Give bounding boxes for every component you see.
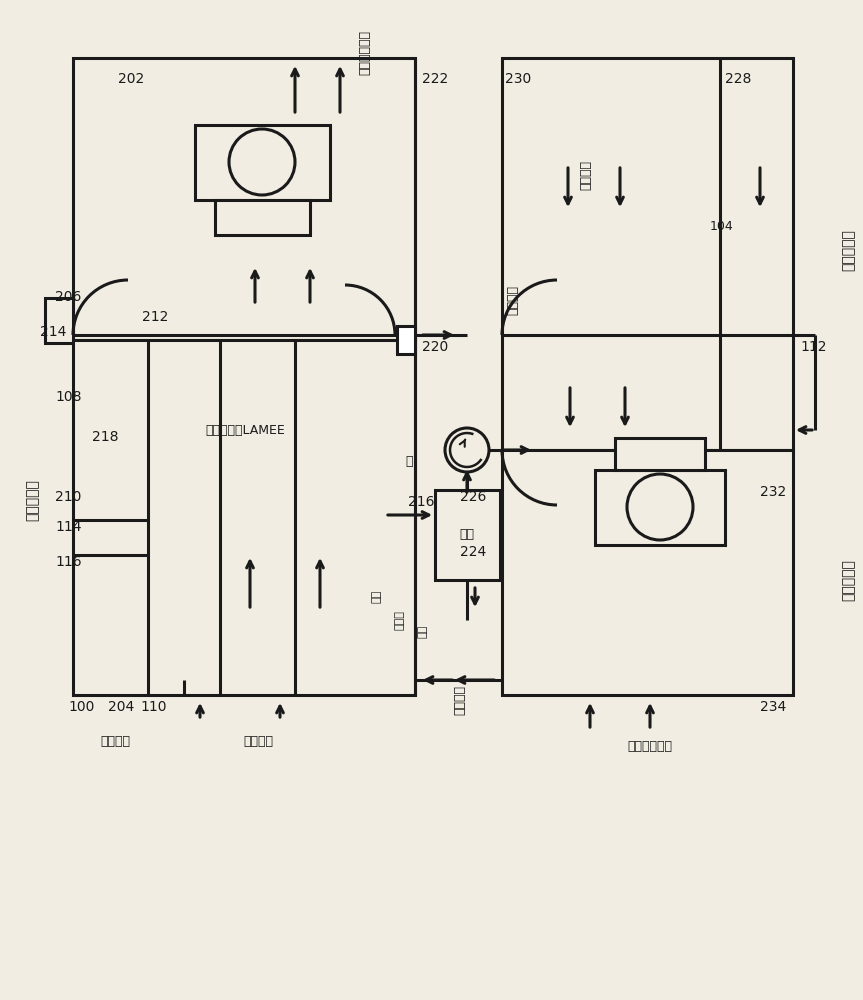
Text: 116: 116 [55,555,82,569]
Text: 110: 110 [140,700,167,714]
Text: 清除排: 清除排 [395,610,405,630]
Text: 226: 226 [460,490,487,504]
Bar [45,298,73,343]
Bar [73,58,415,340]
Bar [397,326,415,354]
Text: 出口: 出口 [418,625,428,638]
Text: 液体回路: 液体回路 [453,685,467,715]
Bar [502,58,793,450]
Text: 清洗空气室: 清洗空气室 [25,479,39,521]
Text: 204: 204 [108,700,135,714]
Text: 泵: 泵 [405,455,413,468]
Bar [73,340,415,695]
Bar [502,450,793,695]
Text: 预冷却器: 预冷却器 [243,735,273,748]
Bar [195,125,330,200]
Text: 104: 104 [710,220,734,233]
Text: 处理空气室: 处理空气室 [841,229,855,271]
Bar [595,470,725,545]
Text: 114: 114 [55,520,81,534]
Text: 214: 214 [40,325,66,339]
Text: 224: 224 [460,545,486,559]
Text: 234: 234 [760,700,786,714]
Text: 排气（调节）: 排气（调节） [358,30,371,75]
Text: 清洗空气: 清洗空气 [100,735,130,748]
Text: 水槽: 水槽 [459,528,475,542]
Text: 220: 220 [422,340,448,354]
Text: 蒸发冷却器LAMEE: 蒸发冷却器LAMEE [205,424,285,436]
Bar [615,438,705,470]
Text: 112: 112 [800,340,827,354]
Text: 供应处理空气: 供应处理空气 [627,740,672,753]
Text: 处理空气: 处理空气 [579,160,593,190]
Text: 108: 108 [55,390,81,404]
Text: 冷却盘管: 冷却盘管 [507,285,520,315]
Text: 222: 222 [422,72,448,86]
Text: 232: 232 [760,485,786,499]
Text: 212: 212 [142,310,168,324]
Text: 202: 202 [118,72,144,86]
Text: 228: 228 [725,72,752,86]
Bar [215,200,310,235]
Text: 处理空气室: 处理空气室 [841,559,855,601]
Text: 216: 216 [408,495,434,509]
Text: 210: 210 [55,490,81,504]
Text: 230: 230 [505,72,532,86]
Text: 100: 100 [68,700,94,714]
Text: 供水: 供水 [372,590,382,603]
Bar [435,490,500,580]
Text: 218: 218 [92,430,118,444]
Text: 206: 206 [55,290,81,304]
